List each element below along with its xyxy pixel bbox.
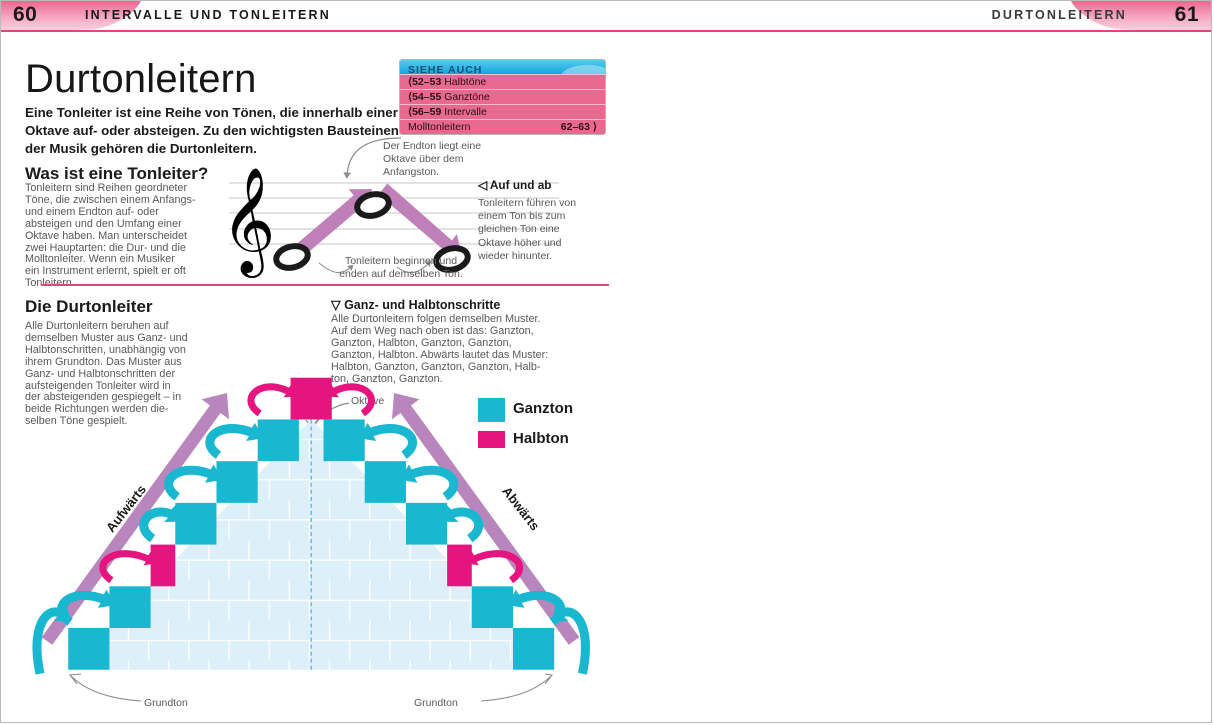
svg-text:𝄞: 𝄞 (221, 168, 275, 278)
